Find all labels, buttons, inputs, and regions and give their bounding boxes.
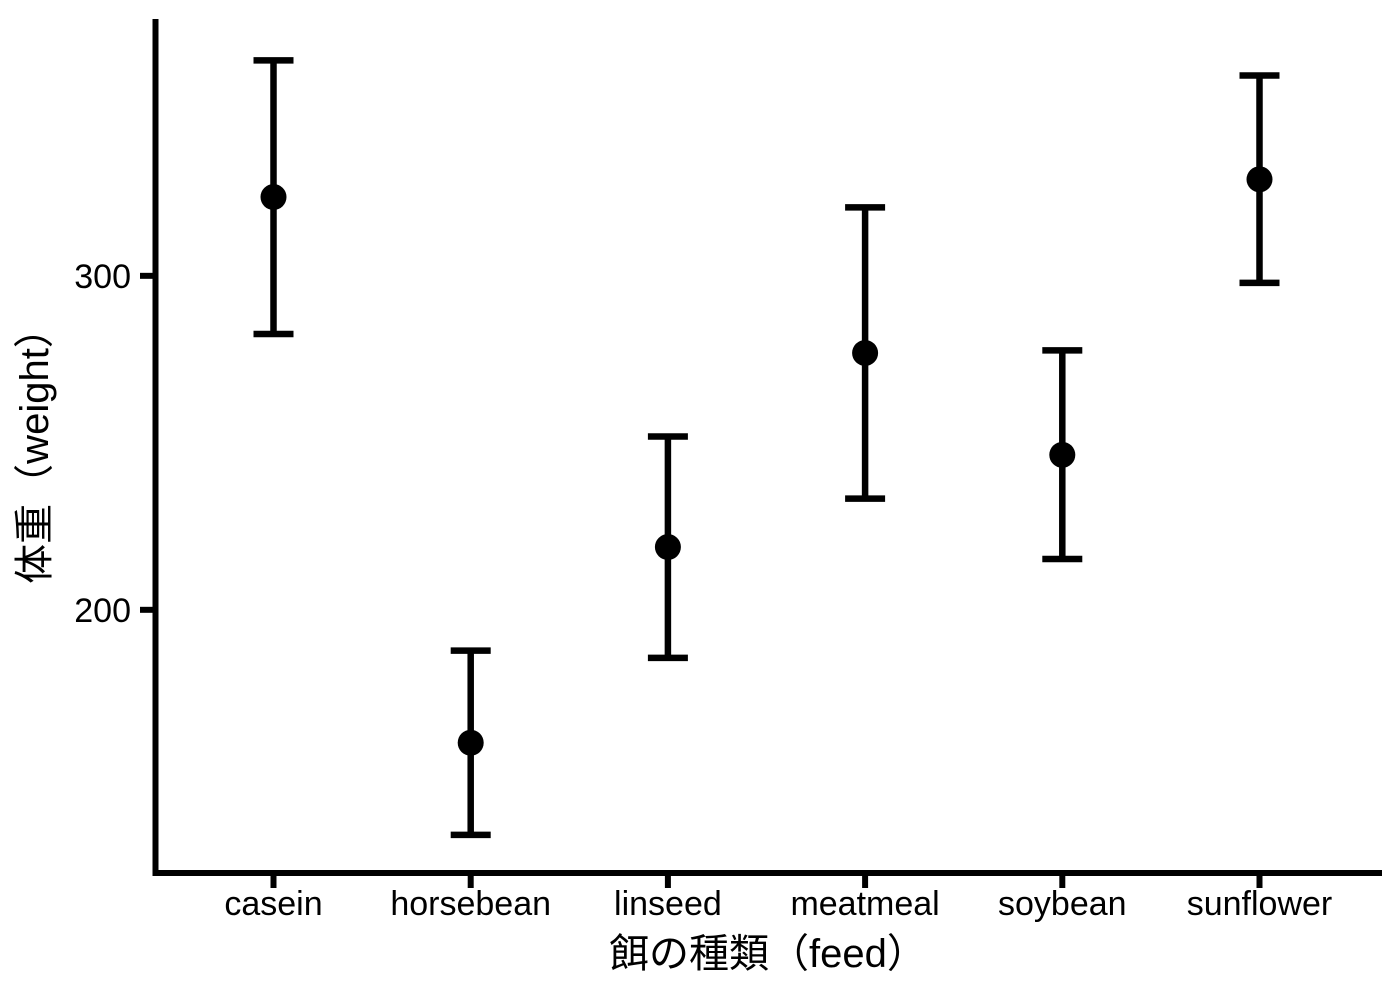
error-bar-group-linseed — [647, 433, 688, 662]
mean-point-marker — [1049, 441, 1076, 468]
error-bar-group-sunflower — [1239, 72, 1280, 287]
x-axis-title: 餌の種類（feed） — [609, 932, 927, 976]
mean-point-marker — [852, 339, 879, 366]
x-axis: casein horsebean linseed meatmeal soybean sun… — [152, 870, 1382, 976]
x-tick-label: casein — [224, 885, 322, 923]
error-bar-group-meatmeal — [845, 204, 886, 502]
x-tick-label: linseed — [614, 885, 722, 923]
y-axis: 200 300 体重（weight） — [13, 19, 159, 876]
mean-point-marker — [654, 534, 681, 561]
x-tick-label: sunflower — [1187, 885, 1333, 923]
x-tick-label: horsebean — [390, 885, 551, 923]
x-tick-label: meatmeal — [790, 885, 939, 923]
error-bar-group-casein — [253, 57, 294, 338]
x-tick-group: casein horsebean linseed meatmeal soybean sun… — [224, 876, 1332, 923]
y-axis-title: 体重（weight） — [13, 308, 57, 584]
data-points-layer — [253, 57, 1280, 839]
mean-point-marker — [457, 729, 484, 756]
y-tick-group: 200 300 — [74, 258, 153, 630]
error-bar-group-horsebean — [450, 647, 491, 839]
error-bar-group-soybean — [1042, 347, 1083, 563]
mean-point-marker — [1246, 166, 1273, 193]
x-tick-label: soybean — [998, 885, 1127, 923]
y-tick-label: 200 — [74, 592, 131, 630]
mean-point-marker — [260, 184, 287, 211]
y-tick-label: 300 — [74, 258, 131, 296]
